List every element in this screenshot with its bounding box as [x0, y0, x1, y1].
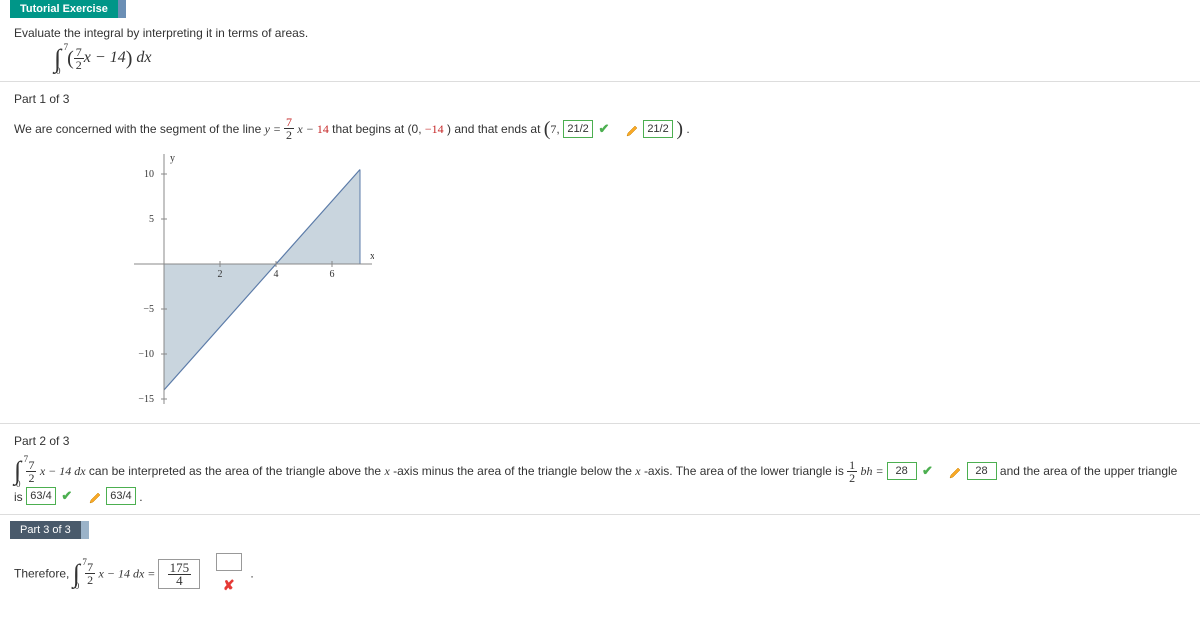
part1-answer-2[interactable]: 21/2 — [643, 120, 673, 138]
part2-answer-4[interactable]: 63/4 — [106, 487, 136, 505]
therefore: Therefore, — [14, 567, 73, 581]
dx: dx — [132, 49, 151, 66]
p2-period: . — [139, 489, 142, 503]
cross-icon: ✘ — [223, 577, 235, 593]
part2-answer-3[interactable]: 63/4 — [26, 487, 56, 505]
part1-text-b: that begins at (0, — [332, 122, 425, 136]
divider — [0, 514, 1200, 515]
x2: x — [635, 464, 640, 478]
part2-answer-1[interactable]: 28 — [887, 462, 917, 480]
eq-14: 14 — [317, 122, 329, 136]
pencil-icon — [948, 464, 962, 478]
part1-text-c: ) and that ends at — [447, 122, 544, 136]
p2-b: -axis minus the area of the triangle bel… — [393, 464, 635, 478]
tutorial-exercise-header: Tutorial Exercise — [10, 0, 126, 18]
part1-section: Part 1 of 3 We are concerned with the se… — [0, 82, 1200, 423]
svg-text:y: y — [170, 153, 175, 164]
svg-text:x: x — [370, 251, 374, 262]
part2-section: Part 2 of 3 ∫07 72 x − 14 dx can be inte… — [0, 424, 1200, 514]
pencil-icon — [88, 489, 102, 503]
svg-text:5: 5 — [149, 214, 154, 225]
check-icon: ✔ — [61, 488, 72, 503]
part1-close: . — [683, 122, 690, 136]
part1-text: We are concerned with the segment of the… — [14, 116, 1186, 141]
integral-symbol: ∫07 — [54, 51, 63, 67]
svg-text:4: 4 — [274, 269, 279, 280]
svg-text:−5: −5 — [143, 304, 154, 315]
integrand2: x − 14 dx — [40, 464, 86, 478]
svg-text:−15: −15 — [138, 394, 154, 405]
part3-answer-1[interactable]: 1754 — [158, 559, 200, 589]
pencil-icon — [625, 122, 639, 136]
part3-section: Therefore, ∫07 72 x − 14 dx = 1754 ✘ . — [0, 539, 1200, 604]
part1-text-a: We are concerned with the segment of the… — [14, 122, 265, 136]
integral-symbol: ∫07 — [14, 463, 23, 479]
neg14: −14 — [425, 122, 444, 136]
part3-header: Part 3 of 3 — [10, 521, 89, 539]
eq-lhs: y = — [265, 122, 284, 136]
p2-c: -axis. The area of the lower triangle is — [644, 464, 847, 478]
part2-text: ∫07 72 x − 14 dx can be interpreted as t… — [14, 458, 1186, 508]
part1-answer-1[interactable]: 21/2 — [563, 120, 593, 138]
comma: , — [556, 122, 563, 136]
graph: 2 4 6 5 10 −5 −10 −15 x y — [94, 149, 374, 409]
lparen: ( — [67, 48, 74, 70]
integrand-body: x − 14 — [84, 49, 126, 66]
eq-rest: x − — [297, 122, 316, 136]
part1-label: Part 1 of 3 — [14, 92, 1186, 106]
check-icon: ✔ — [922, 463, 933, 478]
p3-period: . — [250, 567, 253, 581]
svg-text:−10: −10 — [138, 349, 154, 360]
svg-text:2: 2 — [218, 269, 223, 280]
integral-symbol: ∫07 — [73, 566, 82, 582]
svg-text:6: 6 — [330, 269, 335, 280]
exercise-prompt: Evaluate the integral by interpreting it… — [14, 26, 1186, 71]
prompt-integral: ∫07 (72x − 14) dx — [54, 46, 1186, 71]
part3-answer-2[interactable] — [216, 553, 242, 571]
x1: x — [384, 464, 389, 478]
check-icon: ✔ — [598, 121, 609, 136]
part2-label: Part 2 of 3 — [14, 434, 1186, 448]
svg-text:10: 10 — [144, 169, 154, 180]
integrand3: x − 14 dx = — [99, 567, 159, 581]
prompt-text: Evaluate the integral by interpreting it… — [14, 26, 1186, 40]
bh: bh = — [861, 464, 887, 478]
p2-a: can be interpreted as the area of the tr… — [89, 464, 385, 478]
part2-answer-2[interactable]: 28 — [967, 462, 997, 480]
part3-text: Therefore, ∫07 72 x − 14 dx = 1754 ✘ . — [14, 549, 1186, 598]
